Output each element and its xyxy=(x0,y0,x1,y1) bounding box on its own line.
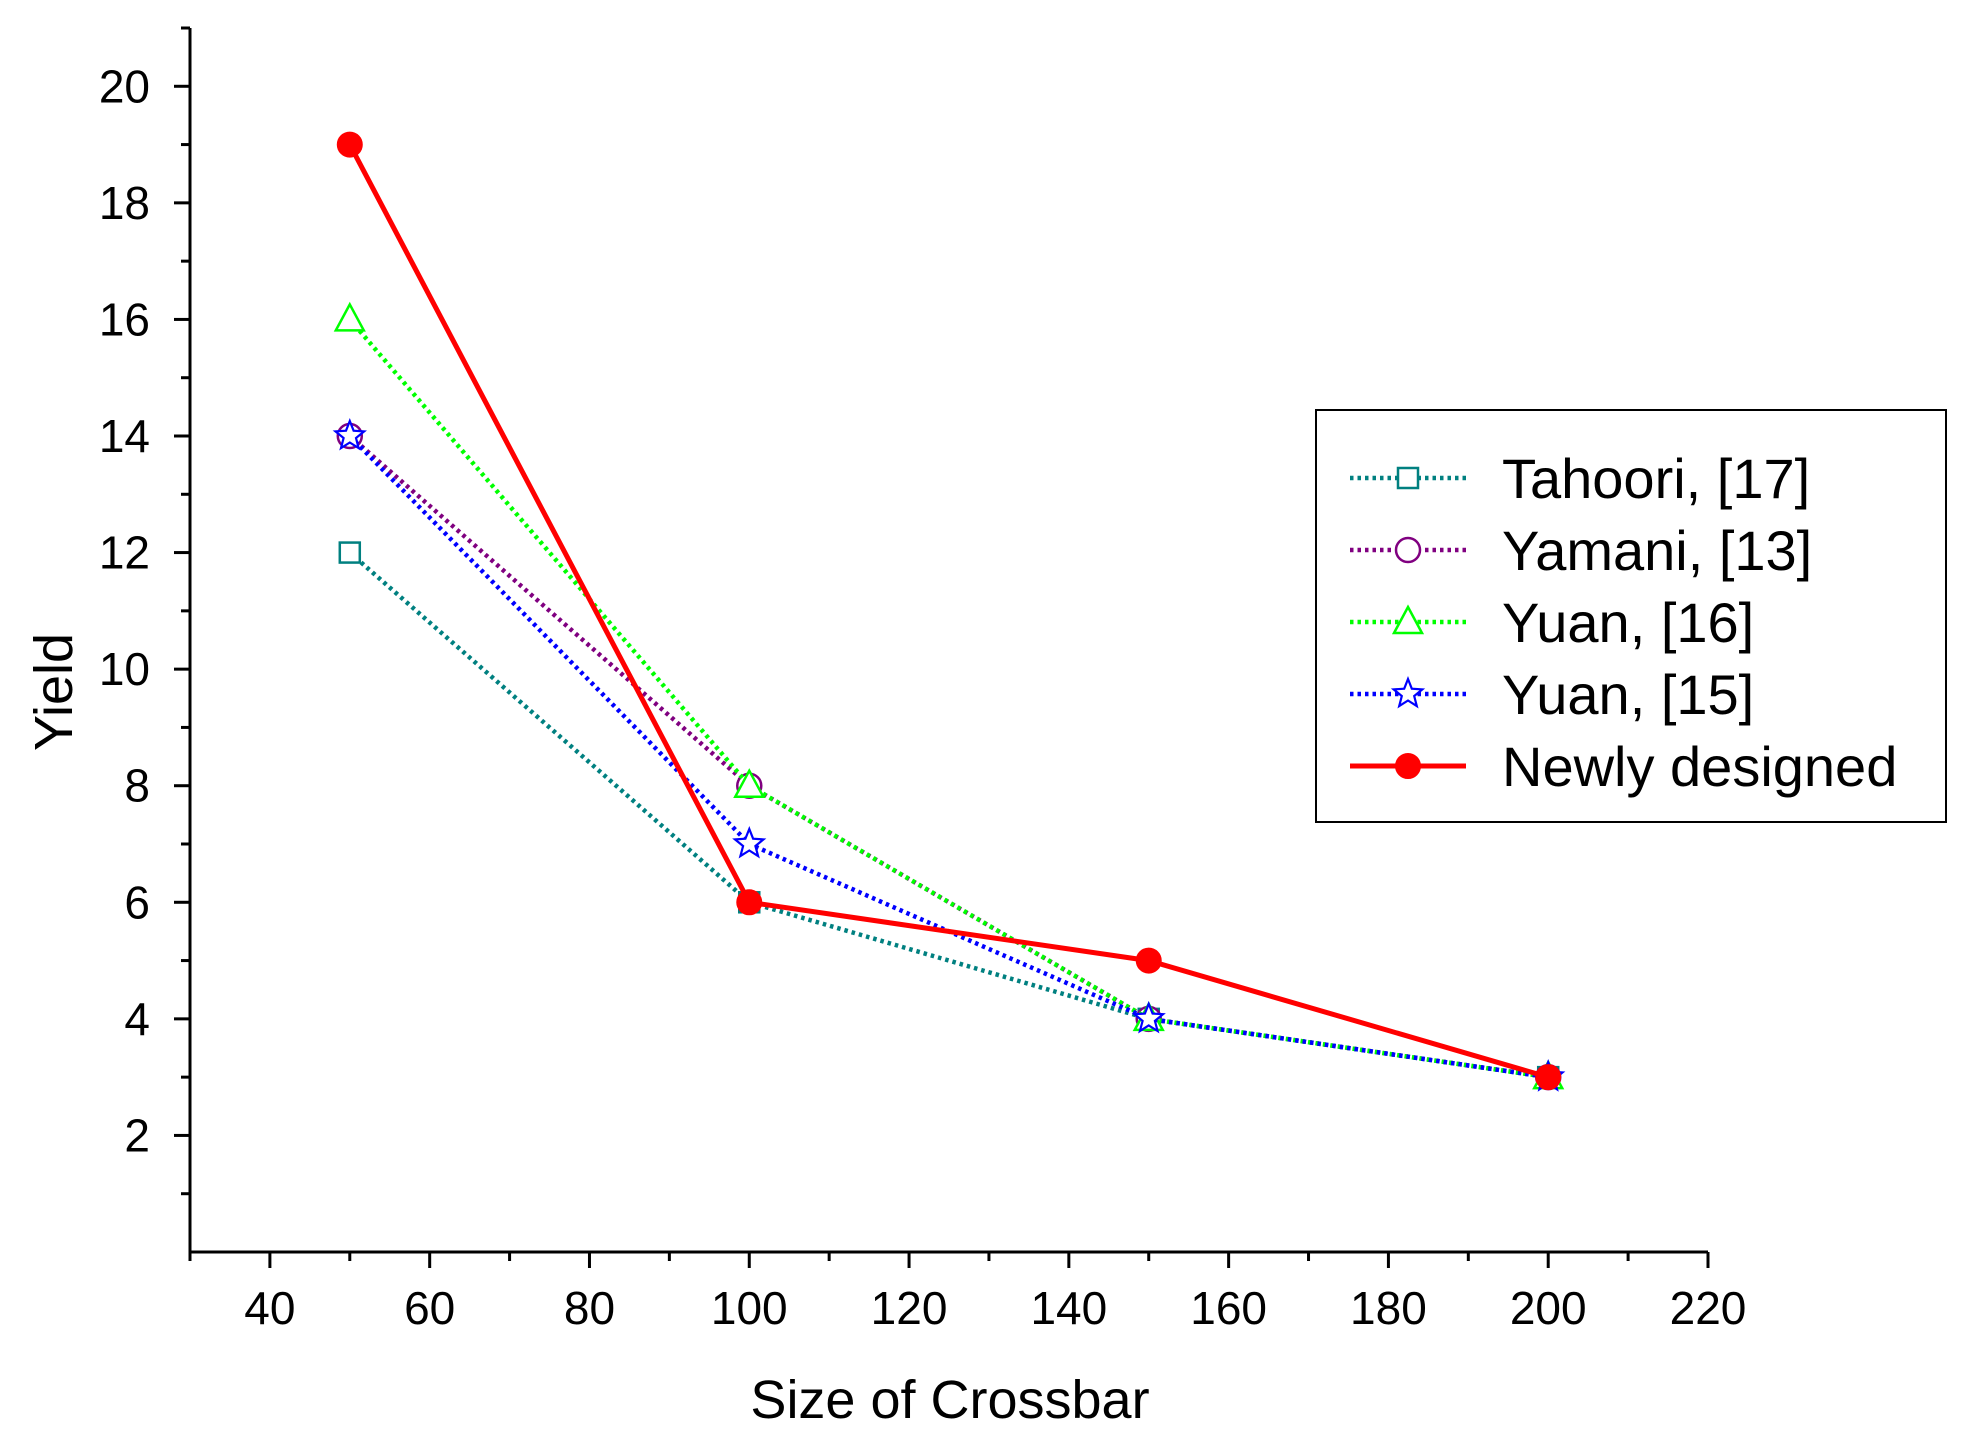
x-tick-label: 200 xyxy=(1510,1282,1587,1334)
legend-marker xyxy=(1390,675,1426,709)
y-axis-title: Yield xyxy=(24,633,84,751)
data-point xyxy=(1535,1064,1562,1091)
x-tick-label: 220 xyxy=(1670,1282,1747,1334)
y-tick-label: 12 xyxy=(99,527,150,579)
legend-label: Yuan, [16] xyxy=(1502,591,1754,654)
series-line xyxy=(347,143,1549,1080)
data-point xyxy=(333,301,366,332)
legend-label: Newly designed xyxy=(1502,735,1897,798)
x-tick-label: 40 xyxy=(244,1282,295,1334)
data-point xyxy=(332,417,367,451)
data-point xyxy=(336,131,363,158)
axes xyxy=(188,28,1708,1254)
legend-item: Newly designed xyxy=(1350,735,1897,798)
x-axis-title: Size of Crossbar xyxy=(750,1370,1149,1430)
series-layer xyxy=(332,131,1566,1092)
x-tick-label: 120 xyxy=(871,1282,948,1334)
legend: Tahoori, [17] Yamani, [13] Yuan, [16] Yuan,… xyxy=(1315,409,1947,823)
legend-item: Tahoori, [17] xyxy=(1350,447,1810,510)
legend-marker xyxy=(1396,466,1420,490)
data-point xyxy=(338,541,362,564)
x-tick-label: 80 xyxy=(564,1282,615,1334)
x-tick-label: 180 xyxy=(1350,1282,1427,1334)
data-point xyxy=(1135,947,1162,974)
legend-marker xyxy=(1391,604,1425,635)
data-point xyxy=(736,889,763,916)
y-tick-label: 20 xyxy=(99,60,150,112)
legend-label: Tahoori, [17] xyxy=(1502,447,1810,510)
y-tick-label: 18 xyxy=(99,177,150,229)
y-tick-label: 14 xyxy=(99,410,150,462)
y-tick-label: 8 xyxy=(124,760,150,812)
legend-item: Yuan, [16] xyxy=(1350,591,1754,654)
x-tick-label: 60 xyxy=(404,1282,455,1334)
x-tick-label: 140 xyxy=(1030,1282,1107,1334)
legend-item: Yamani, [13] xyxy=(1350,519,1812,582)
series-4 xyxy=(336,131,1562,1091)
legend-label: Yamani, [13] xyxy=(1502,519,1812,582)
x-tick-label: 100 xyxy=(711,1282,788,1334)
y-tick-label: 6 xyxy=(124,876,150,928)
ticks: 40 60 80 100 120 140 160 180 200 220 2 4 6 8 10 12 14 16 1… xyxy=(99,26,1747,1334)
y-tick-label: 2 xyxy=(124,1109,150,1161)
legend-marker xyxy=(1395,753,1421,779)
y-tick-label: 4 xyxy=(124,993,150,1045)
legend-label: Yuan, [15] xyxy=(1502,663,1754,726)
x-tick-label: 160 xyxy=(1190,1282,1267,1334)
data-point xyxy=(1131,1000,1166,1034)
data-point xyxy=(732,826,767,859)
data-point xyxy=(733,768,766,798)
legend-marker xyxy=(1394,536,1422,564)
y-tick-label: 16 xyxy=(99,293,150,345)
y-tick-label: 10 xyxy=(99,643,150,695)
legend-item: Yuan, [15] xyxy=(1350,663,1754,726)
